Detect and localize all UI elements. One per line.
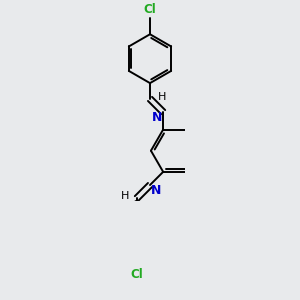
Text: N: N — [151, 184, 161, 197]
Text: H: H — [121, 191, 129, 201]
Text: Cl: Cl — [130, 268, 143, 281]
Text: N: N — [152, 111, 162, 124]
Text: H: H — [158, 92, 166, 102]
Text: Cl: Cl — [144, 3, 156, 16]
